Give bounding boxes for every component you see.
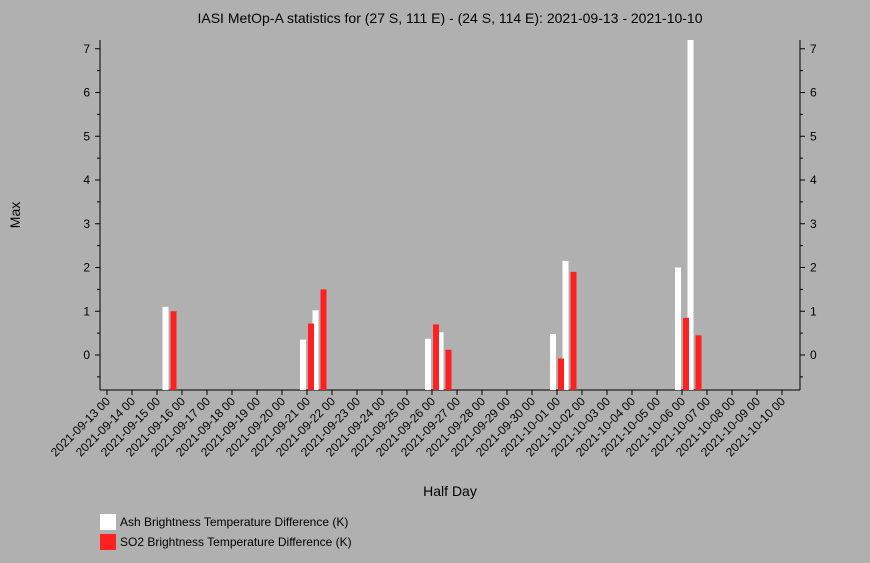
- y-tick-label-left: 5: [83, 129, 90, 143]
- ash-bar: [312, 310, 319, 390]
- ash-bar: [425, 338, 431, 390]
- ash-bar: [437, 332, 444, 390]
- ash-bar: [550, 334, 556, 390]
- x-axis-label: Half Day: [423, 483, 477, 499]
- y-tick-label-right: 5: [810, 129, 817, 143]
- ash-bar: [675, 267, 681, 390]
- so2-bar: [683, 317, 689, 390]
- y-tick-label-left: 2: [83, 261, 90, 275]
- so2-bar: [320, 289, 327, 390]
- ash-bar: [300, 339, 306, 390]
- y-tick-label-right: 4: [810, 173, 817, 187]
- ash-bar: [162, 306, 169, 390]
- so2-bar: [558, 358, 564, 390]
- y-tick-label-right: 0: [810, 348, 817, 362]
- legend-item-ash: Ash Brightness Temperature Difference (K…: [100, 512, 352, 532]
- legend-swatch-ash: [100, 514, 116, 530]
- y-tick-label-left: 4: [83, 173, 90, 187]
- legend-item-so2: SO2 Brightness Temperature Difference (K…: [100, 532, 352, 552]
- ash-bar: [687, 40, 694, 390]
- so2-bar: [445, 349, 452, 390]
- y-tick-label-left: 6: [83, 86, 90, 100]
- so2-bar: [170, 311, 177, 390]
- y-tick-label-left: 3: [83, 217, 90, 231]
- y-tick-label-right: 6: [810, 86, 817, 100]
- y-tick-label-left: 1: [83, 304, 90, 318]
- so2-bar: [433, 324, 439, 390]
- ash-bar: [562, 260, 569, 390]
- y-tick-label-right: 7: [810, 42, 817, 56]
- so2-bar: [308, 323, 314, 390]
- legend-swatch-so2: [100, 534, 116, 550]
- legend-label-ash: Ash Brightness Temperature Difference (K…: [120, 515, 349, 529]
- so2-bar: [570, 271, 577, 390]
- so2-bar: [695, 335, 702, 390]
- y-tick-label-left: 7: [83, 42, 90, 56]
- y-tick-label-right: 3: [810, 217, 817, 231]
- legend: Ash Brightness Temperature Difference (K…: [100, 512, 352, 552]
- y-tick-label-right: 1: [810, 304, 817, 318]
- y-tick-label-left: 0: [83, 348, 90, 362]
- legend-label-so2: SO2 Brightness Temperature Difference (K…: [120, 535, 352, 549]
- y-tick-label-right: 2: [810, 261, 817, 275]
- y-axis-label: Max: [7, 202, 23, 228]
- chart-title: IASI MetOp-A statistics for (27 S, 111 E…: [197, 10, 702, 26]
